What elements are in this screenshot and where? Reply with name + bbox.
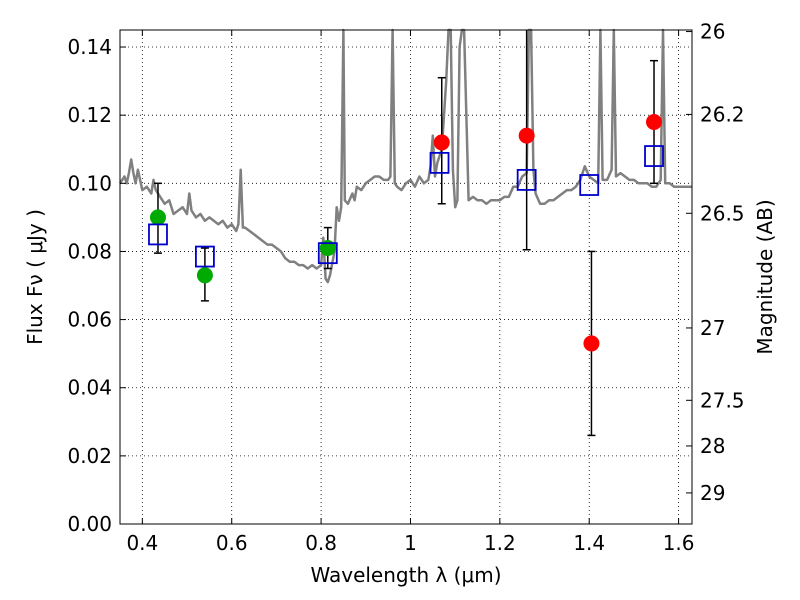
y-tick-label: 0.06 (67, 308, 112, 332)
y-tick-label: 0.14 (67, 35, 112, 59)
model-photometry-square (644, 145, 664, 167)
y-tick-label: 0.02 (67, 444, 112, 468)
observed-flux-point-green (196, 267, 213, 284)
observed-flux-point-red (583, 335, 600, 352)
y-tick-label: 0.04 (67, 376, 112, 400)
x-tick-label: 1.6 (663, 531, 695, 555)
model-photometry-square (429, 151, 450, 174)
y-tick-label: 0.12 (67, 103, 112, 127)
plot-frame (119, 29, 693, 525)
x-tick-label: 1 (404, 531, 417, 555)
y2-tick-label: 26 (700, 20, 725, 44)
x-tick-label: 1.4 (573, 531, 605, 555)
tick-layer: 0.4 0.6 0.8 1 1.2 1.4 1.6 0.00 0.02 0.04 0.06 0.08 0… (67, 20, 744, 555)
observed-flux-point-red (646, 113, 663, 130)
y2-tick-label: 27.5 (700, 388, 745, 412)
observed-flux-point-red (433, 134, 450, 151)
y2-axis-title: Magnitude (AB) (753, 199, 777, 354)
y2-tick-label: 27 (700, 316, 725, 340)
observed-flux-point-red (518, 127, 535, 144)
model-photometry-square (516, 169, 537, 191)
x-tick-label: 1.2 (484, 531, 516, 555)
marker-layer (148, 113, 664, 352)
y-tick-label: 0.10 (67, 171, 112, 195)
y2-tick-label: 29 (700, 481, 725, 505)
model-photometry-square (148, 223, 168, 246)
model-spectrum-line (118, 28, 692, 284)
y-tick-label: 0.00 (67, 512, 112, 536)
y2-tick-label: 28 (700, 434, 725, 458)
x-tick-label: 0.8 (305, 531, 337, 555)
y-axis-title: Flux Fν ( μJy ) (23, 209, 47, 345)
y2-tick-label: 26.2 (700, 102, 745, 126)
model-photometry-square (317, 242, 338, 265)
spectrum-layer (118, 28, 692, 284)
observed-flux-point-green (149, 209, 166, 226)
x-tick-label: 0.6 (216, 531, 248, 555)
x-tick-label: 0.4 (126, 531, 158, 555)
y-tick-label: 0.08 (67, 239, 112, 263)
observed-flux-point-green (319, 240, 336, 257)
model-photometry-square (195, 245, 215, 268)
errorbar-layer (153, 30, 659, 437)
x-axis-title: Wavelength λ (μm) (310, 563, 501, 587)
y2-tick-label: 26.5 (700, 201, 745, 225)
model-photometry-square (579, 174, 600, 196)
